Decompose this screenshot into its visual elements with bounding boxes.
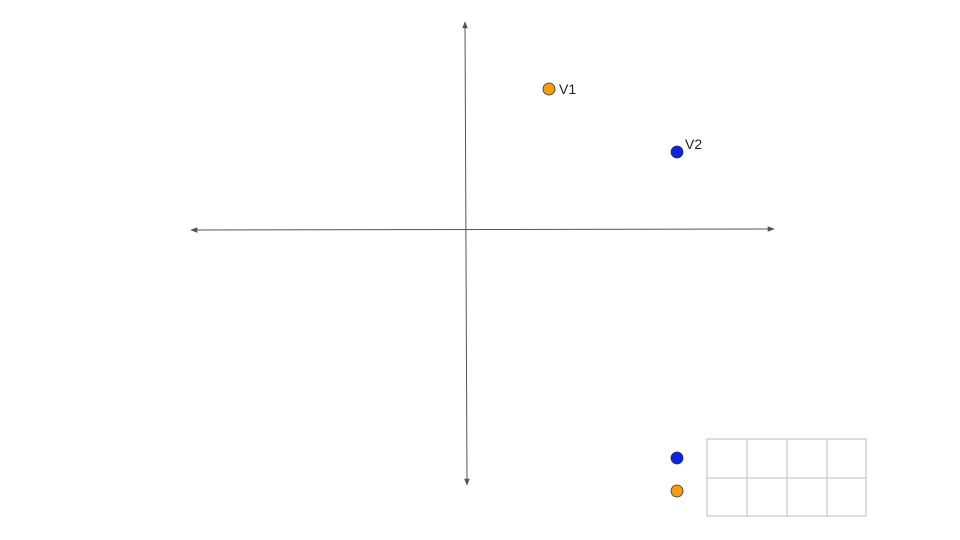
point-v2-label: V2 [685,136,702,152]
y-axis [462,21,470,486]
point-v1-label: V1 [559,81,576,97]
legend-swatch-orange [670,484,684,498]
point-v2: V2 [670,136,702,159]
point-v1-marker [542,82,556,96]
legend-swatch-blue [670,451,684,465]
legend-table [670,438,867,517]
table-cell [826,438,867,479]
table-cell [826,477,867,517]
table-cell [786,477,828,517]
table-cell [706,438,748,479]
table-cell [746,438,788,479]
point-v2-marker [670,145,684,159]
table-cell [746,477,788,517]
x-axis [190,226,775,233]
point-v1: V1 [542,81,576,97]
table-cell [786,438,828,479]
table-cell [706,477,748,517]
